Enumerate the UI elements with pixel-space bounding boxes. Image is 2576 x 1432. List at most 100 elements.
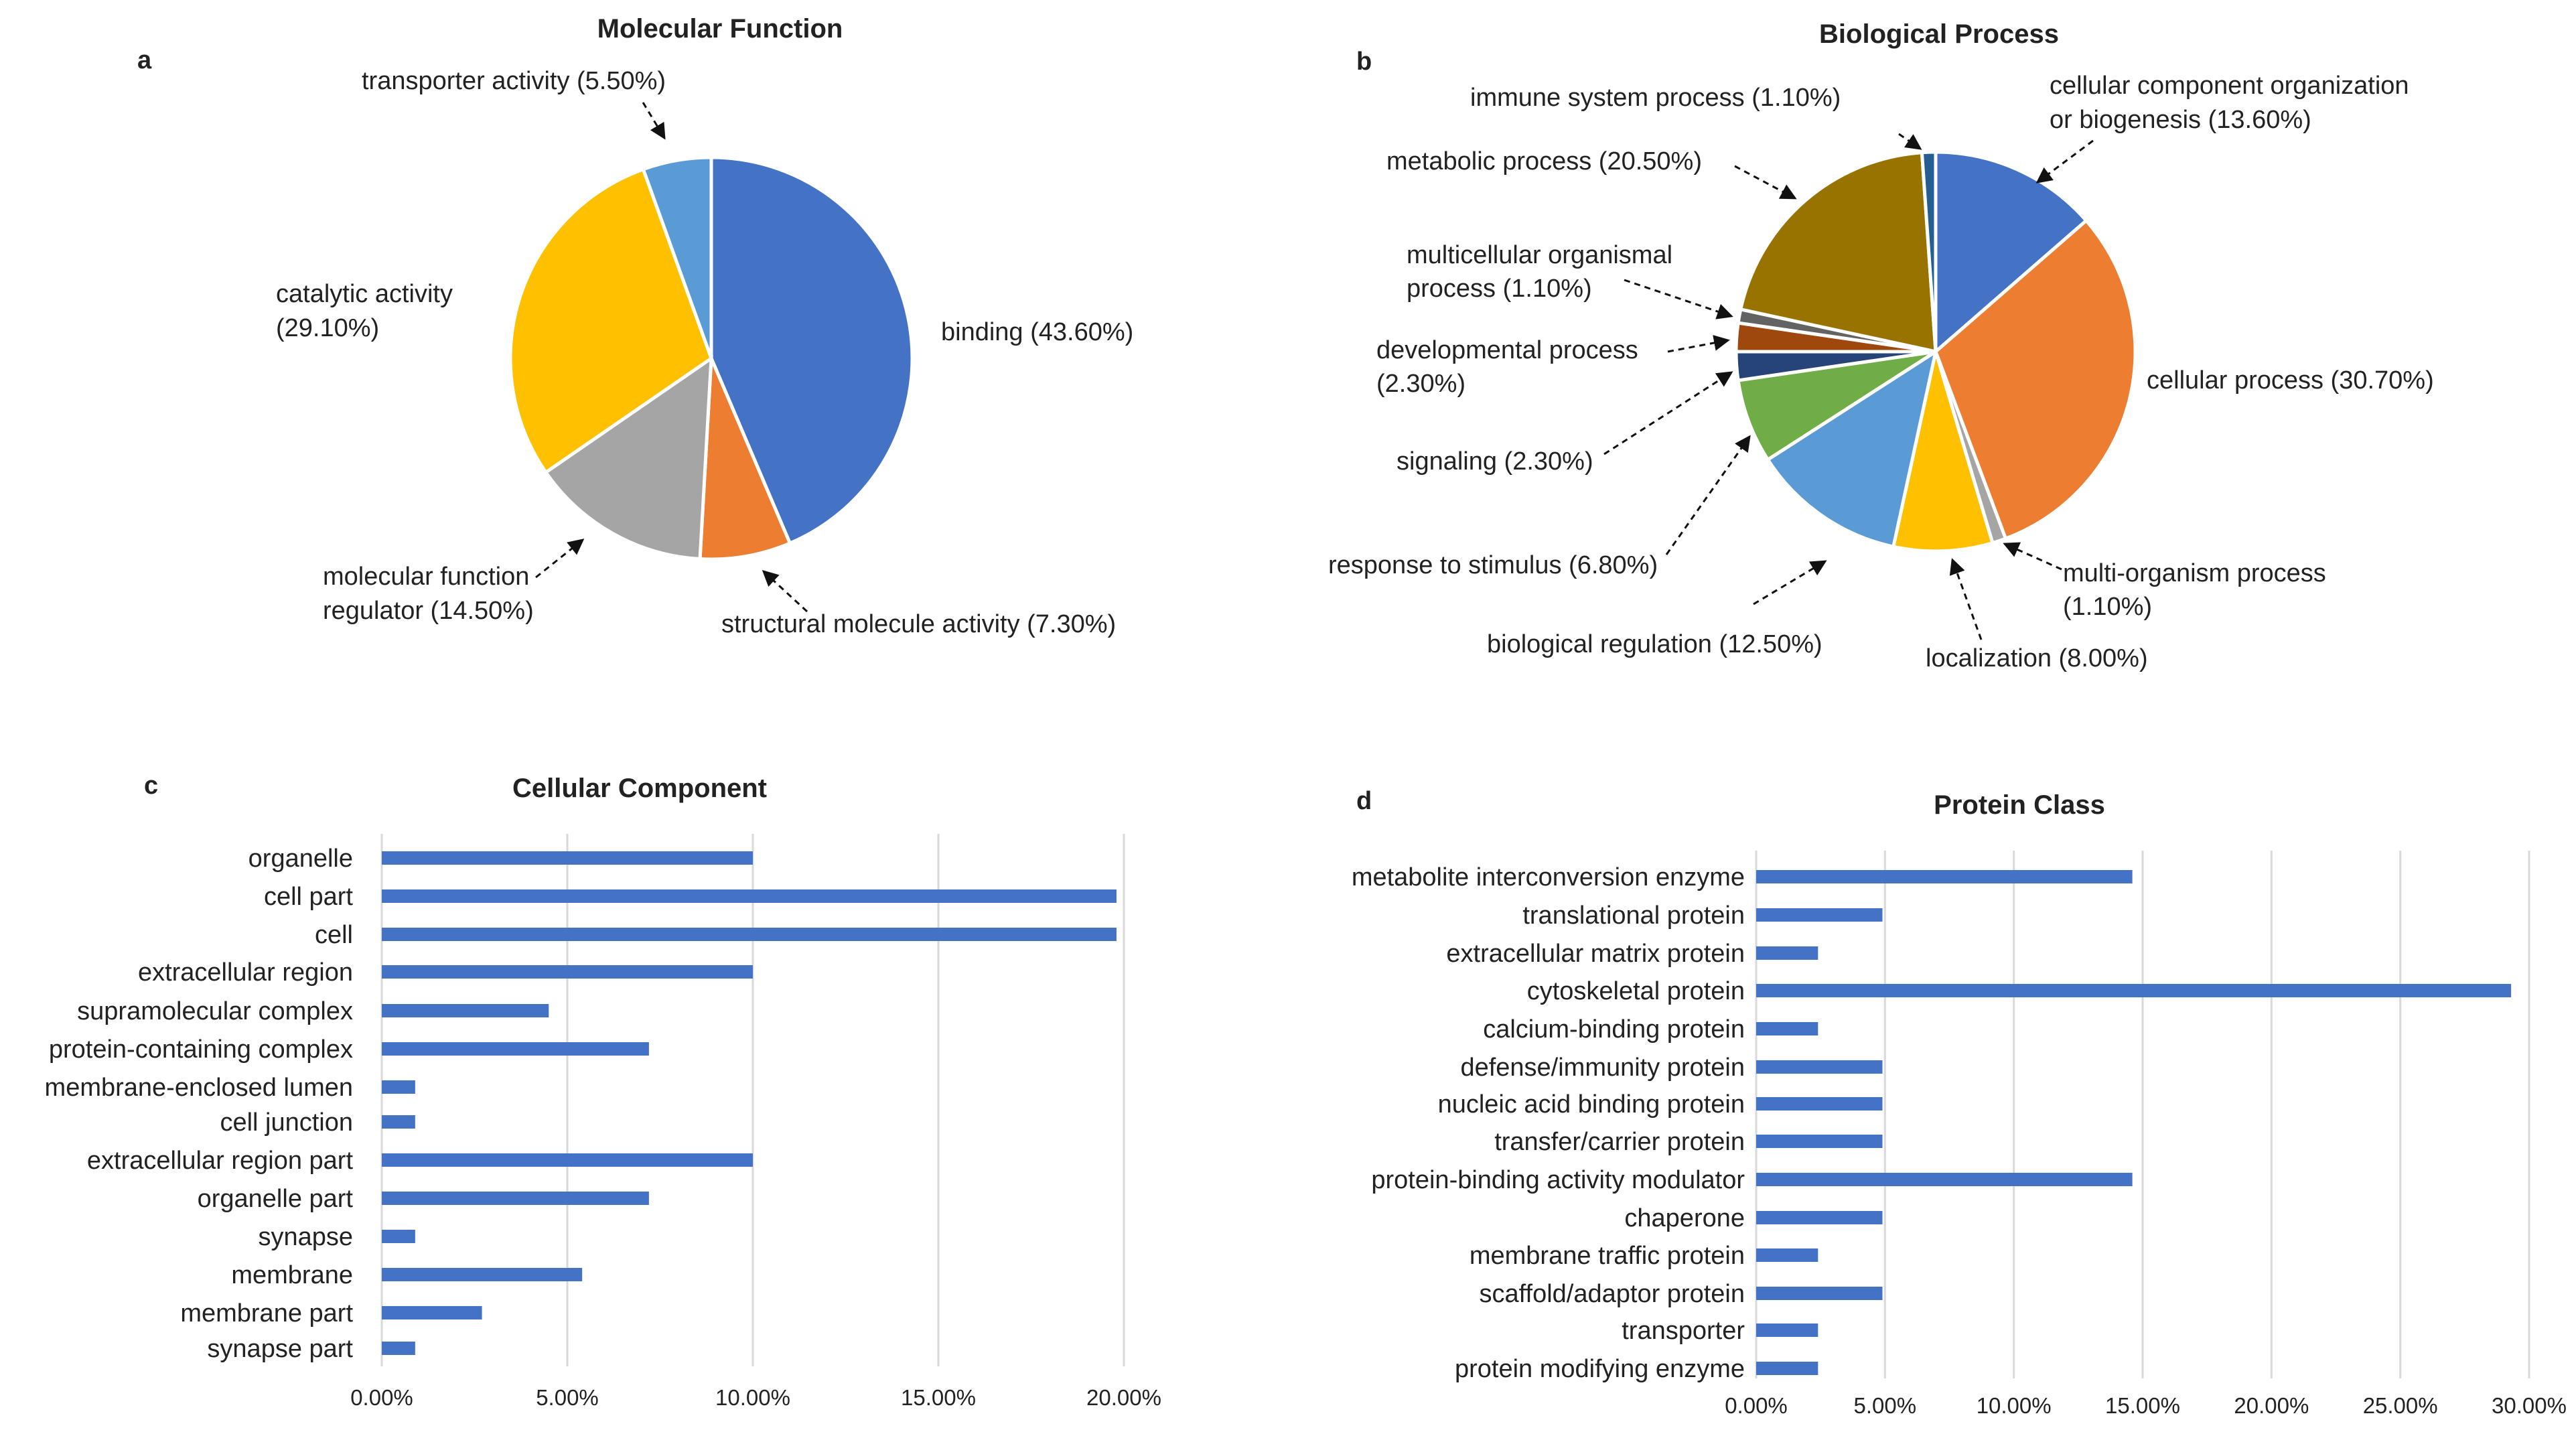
category-label: cell part — [264, 883, 353, 911]
bar — [382, 1342, 415, 1355]
slice-label-line2: process (1.10%) — [1407, 275, 1592, 303]
bar — [382, 1004, 549, 1017]
pie-slice — [1765, 348, 1938, 549]
bar — [1756, 1248, 1818, 1262]
bar — [382, 1042, 649, 1056]
category-label: transfer/carrier protein — [1494, 1128, 1745, 1156]
leader-arrow — [1665, 435, 1751, 555]
leader-arrow — [1624, 279, 1733, 319]
x-tick-label: 5.00% — [536, 1385, 599, 1410]
pie-slice — [508, 167, 714, 475]
bar — [1756, 1287, 1883, 1300]
bar — [382, 1268, 583, 1281]
category-label: translational protein — [1522, 902, 1745, 930]
slice-label: structural molecule activity (7.30%) — [721, 610, 1116, 638]
leader-arrow — [535, 539, 585, 579]
pie-slice — [698, 358, 792, 561]
leader-arrow — [1734, 165, 1797, 200]
slice-label-line1: multicellular organismal — [1407, 241, 1672, 269]
pie-slice — [1934, 150, 2089, 356]
leader-arrow — [2003, 542, 2062, 571]
slice-labels: immune system process (1.10%) cellular c… — [1328, 72, 2434, 672]
category-label: chaperone — [1624, 1204, 1745, 1232]
category-label: membrane-enclosed lumen — [45, 1074, 353, 1102]
bar — [382, 851, 753, 865]
slice-labels: transporter activity (5.50%) catalytic a… — [276, 67, 1133, 638]
x-tick-label: 30.00% — [2492, 1393, 2567, 1418]
slice-label-line2: (1.10%) — [2063, 593, 2152, 621]
chart-title: Cellular Component — [512, 774, 767, 803]
category-label: membrane part — [180, 1299, 353, 1328]
pie-slice — [1738, 151, 1938, 354]
x-tick-label: 20.00% — [2234, 1393, 2309, 1418]
leader-arrow — [1603, 371, 1733, 455]
pie-slice — [641, 155, 713, 359]
category-label: synapse — [258, 1223, 353, 1251]
slice-label-line1: molecular function — [323, 563, 529, 591]
category-label: transporter — [1622, 1317, 1745, 1345]
leader-arrow — [642, 102, 666, 140]
slice-label: response to stimulus (6.80%) — [1328, 551, 1658, 579]
bar — [1756, 1022, 1818, 1035]
bar — [1756, 870, 2133, 883]
bar — [1756, 946, 1818, 960]
leader-arrow — [1898, 133, 1922, 150]
category-label: protein-binding activity modulator — [1371, 1166, 1745, 1194]
category-label: defense/immunity protein — [1460, 1054, 1745, 1082]
category-label: calcium-binding protein — [1483, 1015, 1745, 1044]
x-tick-label: 20.00% — [1086, 1385, 1161, 1410]
leader-arrow — [1949, 558, 1983, 640]
slice-label-line1: cellular component organization — [2050, 72, 2409, 100]
category-label: synapse part — [207, 1335, 353, 1363]
pie-slice — [543, 355, 713, 561]
bar — [382, 965, 753, 979]
panel-letter-d: d — [1356, 787, 1372, 815]
bar — [1756, 1323, 1818, 1337]
leader-arrow — [1667, 335, 1730, 353]
category-label: membrane traffic protein — [1470, 1242, 1745, 1270]
pie-chart-biological-process: Biological Process immune system process… — [1328, 19, 2434, 672]
leader-arrow — [2035, 139, 2094, 184]
category-label: nucleic acid binding protein — [1438, 1090, 1745, 1119]
slice-label: transporter activity (5.50%) — [362, 67, 666, 95]
category-label: protein-containing complex — [49, 1035, 353, 1064]
panel-letter-b: b — [1356, 48, 1372, 76]
pie-slice — [709, 155, 914, 546]
slice-label: localization (8.00%) — [1926, 644, 2148, 672]
bar — [1756, 1362, 1818, 1375]
category-label: cytoskeletal protein — [1527, 977, 1745, 1005]
slice-label-line1: catalytic activity — [276, 280, 453, 308]
bar — [382, 1306, 482, 1319]
bar — [1756, 908, 1883, 922]
category-label: scaffold/adaptor protein — [1480, 1280, 1745, 1308]
leader-arrow — [762, 569, 808, 613]
bar — [382, 1115, 415, 1129]
bar-chart-protein-class: Protein Class metabolite interconversion… — [1352, 790, 2567, 1418]
category-label: extracellular region — [138, 958, 353, 987]
slice-label-line2: (29.10%) — [276, 314, 379, 342]
slice-label: metabolic process (20.50%) — [1386, 147, 1702, 175]
chart-title: Protein Class — [1934, 790, 2105, 820]
pie-slice — [1891, 351, 1995, 553]
bar — [1756, 1211, 1883, 1224]
pie-chart-molecular-function: Molecular Function transporter activity … — [276, 14, 1133, 638]
bar — [1756, 984, 2512, 997]
chart-title: Molecular Function — [597, 14, 843, 44]
category-label: extracellular matrix protein — [1446, 940, 1745, 968]
panel-letter-c: c — [144, 772, 158, 800]
category-label: organelle part — [198, 1185, 354, 1213]
slice-label-line1: developmental process — [1376, 336, 1638, 364]
category-label: protein modifying enzyme — [1455, 1355, 1745, 1383]
x-tick-label: 10.00% — [715, 1385, 790, 1410]
bar — [1756, 1135, 1883, 1148]
x-tick-label: 15.00% — [2105, 1393, 2180, 1418]
bar — [1756, 1097, 1883, 1111]
pie-slice — [1934, 218, 2137, 541]
slice-label: binding (43.60%) — [941, 318, 1133, 346]
bar-chart-cellular-component: Cellular Component organelle cell part cel… — [45, 774, 1161, 1410]
slice-label-line1: multi-organism process — [2063, 559, 2326, 587]
bar — [1756, 1173, 2133, 1186]
slice-label-line2: (2.30%) — [1376, 370, 1465, 398]
x-tick-label: 15.00% — [901, 1385, 976, 1410]
